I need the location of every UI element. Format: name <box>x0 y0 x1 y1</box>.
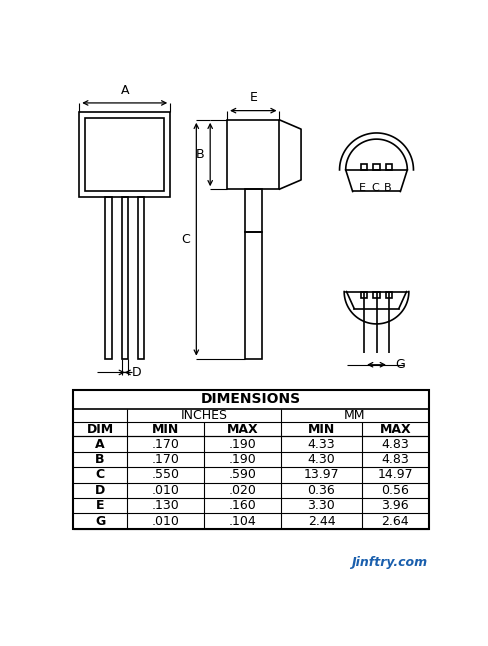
Text: MM: MM <box>344 409 365 422</box>
Text: A: A <box>120 84 129 97</box>
Text: G: G <box>95 515 105 528</box>
Text: 2.44: 2.44 <box>307 515 335 528</box>
Text: E: E <box>249 92 257 105</box>
Text: .130: .130 <box>151 499 179 512</box>
Bar <box>244 231 261 359</box>
Text: C: C <box>181 233 190 245</box>
Bar <box>373 291 379 298</box>
Text: 0.36: 0.36 <box>307 484 335 497</box>
Text: 0.56: 0.56 <box>381 484 408 497</box>
Text: .020: .020 <box>228 484 256 497</box>
Text: 13.97: 13.97 <box>303 468 339 481</box>
Bar <box>122 197 127 359</box>
Text: B: B <box>95 453 104 466</box>
Text: E: E <box>96 499 104 512</box>
Text: .550: .550 <box>151 468 179 481</box>
Text: 3.30: 3.30 <box>307 499 335 512</box>
Text: DIM: DIM <box>86 423 113 436</box>
Text: .190: .190 <box>228 453 256 466</box>
Text: .190: .190 <box>228 437 256 450</box>
Text: .010: .010 <box>151 484 179 497</box>
Text: .170: .170 <box>151 453 179 466</box>
Text: 14.97: 14.97 <box>377 468 412 481</box>
Text: 4.33: 4.33 <box>307 437 335 450</box>
Bar <box>360 163 366 170</box>
Text: D: D <box>95 484 105 497</box>
Bar <box>373 163 379 170</box>
Text: INCHES: INCHES <box>180 409 227 422</box>
Bar <box>85 118 163 191</box>
Bar <box>226 120 279 189</box>
Bar <box>385 163 391 170</box>
Bar <box>360 291 366 298</box>
Text: DIMENSIONS: DIMENSIONS <box>201 392 301 406</box>
Bar <box>138 197 143 359</box>
Text: C: C <box>95 468 104 481</box>
Text: .160: .160 <box>228 499 256 512</box>
Text: .170: .170 <box>151 437 179 450</box>
Bar <box>73 390 428 528</box>
Text: MIN: MIN <box>307 423 334 436</box>
Text: B: B <box>195 148 203 161</box>
Text: MAX: MAX <box>379 423 410 436</box>
Bar <box>105 197 111 359</box>
Text: Jinftry.com: Jinftry.com <box>350 556 427 568</box>
Text: D: D <box>131 366 141 379</box>
Text: 4.83: 4.83 <box>381 453 408 466</box>
Text: E: E <box>358 183 366 193</box>
Text: MAX: MAX <box>226 423 258 436</box>
Text: 2.64: 2.64 <box>381 515 408 528</box>
Text: .590: .590 <box>228 468 256 481</box>
Text: B: B <box>383 183 390 193</box>
Text: MIN: MIN <box>152 423 179 436</box>
Text: .104: .104 <box>228 515 256 528</box>
Text: 4.30: 4.30 <box>307 453 335 466</box>
Text: .010: .010 <box>151 515 179 528</box>
Bar <box>79 112 170 197</box>
Text: G: G <box>394 359 404 371</box>
Text: 4.83: 4.83 <box>381 437 408 450</box>
Text: C: C <box>370 183 378 193</box>
Text: A: A <box>95 437 104 450</box>
Text: 3.96: 3.96 <box>381 499 408 512</box>
Bar <box>244 189 261 231</box>
Bar <box>385 291 391 298</box>
